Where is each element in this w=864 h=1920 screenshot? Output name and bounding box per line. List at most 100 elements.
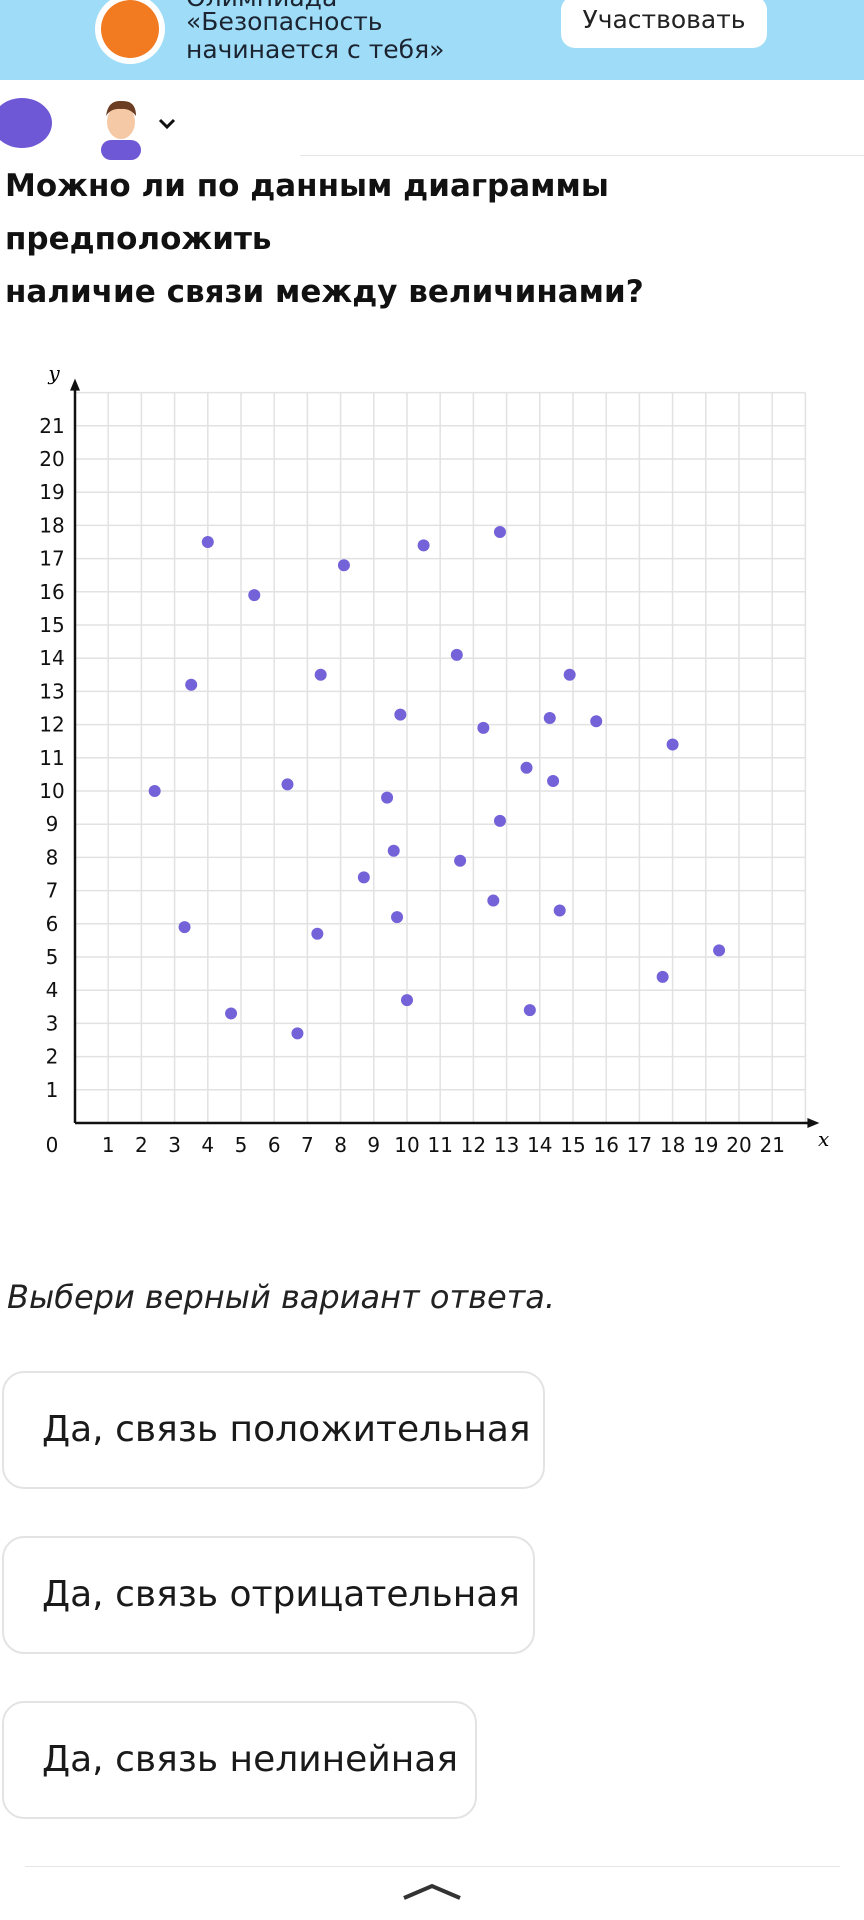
data-point xyxy=(291,1027,304,1040)
data-point xyxy=(553,904,566,917)
x-tick-label: 1 xyxy=(102,1133,115,1157)
x-tick-label: 13 xyxy=(494,1133,519,1157)
banner-title: «Безопасность xyxy=(186,7,383,36)
banner-top-line: Олимпиада xyxy=(186,0,337,12)
data-point xyxy=(477,721,490,734)
x-tick-label: 7 xyxy=(301,1133,314,1157)
x-tick-label: 15 xyxy=(560,1133,585,1157)
instruction: Выбери верный вариант ответа. xyxy=(7,1278,556,1316)
data-point xyxy=(543,711,556,724)
data-point xyxy=(547,775,560,788)
y-tick-label: 3 xyxy=(46,1011,59,1035)
data-point xyxy=(666,738,679,751)
promo-banner[interactable]: Олимпиада «Безопасность начинается с теб… xyxy=(0,0,864,80)
data-point xyxy=(311,927,324,940)
data-point xyxy=(381,791,394,804)
data-point xyxy=(656,970,669,983)
separator xyxy=(300,155,864,156)
x-axis-label: x xyxy=(818,1127,829,1151)
y-tick-label: 6 xyxy=(46,912,59,936)
x-tick-label: 11 xyxy=(427,1133,452,1157)
x-tick-label: 18 xyxy=(660,1133,685,1157)
avatar[interactable] xyxy=(96,96,146,160)
chart: y x 0 1 2 3 4 5 6 7 8 9 10 11 12 13 14 15 16 17 18 19 20 2112… xyxy=(39,361,829,1157)
y-axis-label: y xyxy=(47,361,60,385)
y-tick-label: 12 xyxy=(39,713,64,737)
chat-icon[interactable] xyxy=(0,98,52,148)
y-tick-label: 7 xyxy=(46,879,59,903)
x-tick-label: 4 xyxy=(201,1133,214,1157)
x-tick-label: 9 xyxy=(367,1133,380,1157)
data-point xyxy=(450,648,463,661)
x-tick-label: 19 xyxy=(693,1133,718,1157)
y-tick-label: 19 xyxy=(39,480,64,504)
data-point xyxy=(391,911,404,924)
data-point xyxy=(394,708,407,721)
data-point xyxy=(520,761,533,774)
banner-title: начинается с тебя» xyxy=(186,35,445,64)
x-tick-label: 12 xyxy=(461,1133,486,1157)
data-point xyxy=(201,536,214,548)
y-tick-label: 1 xyxy=(46,1078,59,1102)
data-point xyxy=(590,715,603,728)
x-tick-label: 6 xyxy=(268,1133,281,1157)
data-point xyxy=(357,871,370,884)
data-point xyxy=(281,778,294,791)
y-tick-label: 16 xyxy=(39,580,64,604)
x-tick-label: 8 xyxy=(334,1133,347,1157)
data-point xyxy=(387,844,400,857)
answer-option[interactable]: Да, связь положительная xyxy=(2,1371,545,1489)
data-point xyxy=(314,668,327,681)
data-point xyxy=(493,526,506,539)
y-tick-label: 15 xyxy=(39,613,64,637)
x-tick-label: 14 xyxy=(527,1133,552,1157)
data-point xyxy=(337,559,350,572)
x-tick-label: 20 xyxy=(726,1133,751,1157)
x-tick-label: 16 xyxy=(593,1133,618,1157)
separator xyxy=(25,1866,840,1867)
y-tick-label: 2 xyxy=(46,1045,59,1069)
x-tick-label: 0 xyxy=(46,1133,59,1157)
collapse-chevron[interactable] xyxy=(400,1880,464,1902)
answer-option[interactable]: Да, связь нелинейная xyxy=(2,1701,477,1819)
y-tick-label: 5 xyxy=(46,945,59,969)
data-point xyxy=(248,589,261,602)
y-tick-label: 9 xyxy=(46,812,59,836)
y-tick-label: 10 xyxy=(39,779,64,803)
question-line: наличие связи между величинами? xyxy=(5,274,644,310)
y-axis-arrow xyxy=(70,378,80,391)
data-point xyxy=(713,944,726,957)
y-tick-label: 20 xyxy=(39,447,64,471)
participate-button[interactable]: Участвовать xyxy=(561,0,767,48)
x-tick-label: 21 xyxy=(759,1133,784,1157)
data-point xyxy=(454,854,467,867)
data-point xyxy=(493,814,506,827)
y-tick-label: 8 xyxy=(46,845,59,869)
x-axis-arrow xyxy=(807,1118,820,1128)
data-point xyxy=(401,994,413,1007)
y-tick-label: 13 xyxy=(39,679,64,703)
x-tick-label: 2 xyxy=(135,1133,148,1157)
data-point xyxy=(487,894,500,907)
data-point xyxy=(523,1004,536,1017)
data-point xyxy=(178,921,191,934)
question: Можно ли по данным диаграммы предположит… xyxy=(5,160,864,319)
dropdown-chevron[interactable] xyxy=(158,118,176,130)
y-tick-label: 14 xyxy=(39,646,64,670)
y-tick-label: 21 xyxy=(39,414,64,438)
data-point xyxy=(563,668,576,681)
answer-option[interactable]: Да, связь отрицательная xyxy=(2,1536,535,1654)
y-tick-label: 17 xyxy=(39,547,64,571)
x-tick-label: 10 xyxy=(394,1133,419,1157)
data-point xyxy=(185,678,198,691)
data-point xyxy=(417,539,430,552)
y-tick-label: 18 xyxy=(39,513,64,537)
x-tick-label: 17 xyxy=(627,1133,652,1157)
y-tick-label: 4 xyxy=(46,978,59,1002)
data-point xyxy=(225,1007,238,1020)
question-line: Можно ли по данным диаграммы предположит… xyxy=(5,168,609,257)
data-point xyxy=(148,785,161,797)
x-tick-label: 5 xyxy=(235,1133,248,1157)
